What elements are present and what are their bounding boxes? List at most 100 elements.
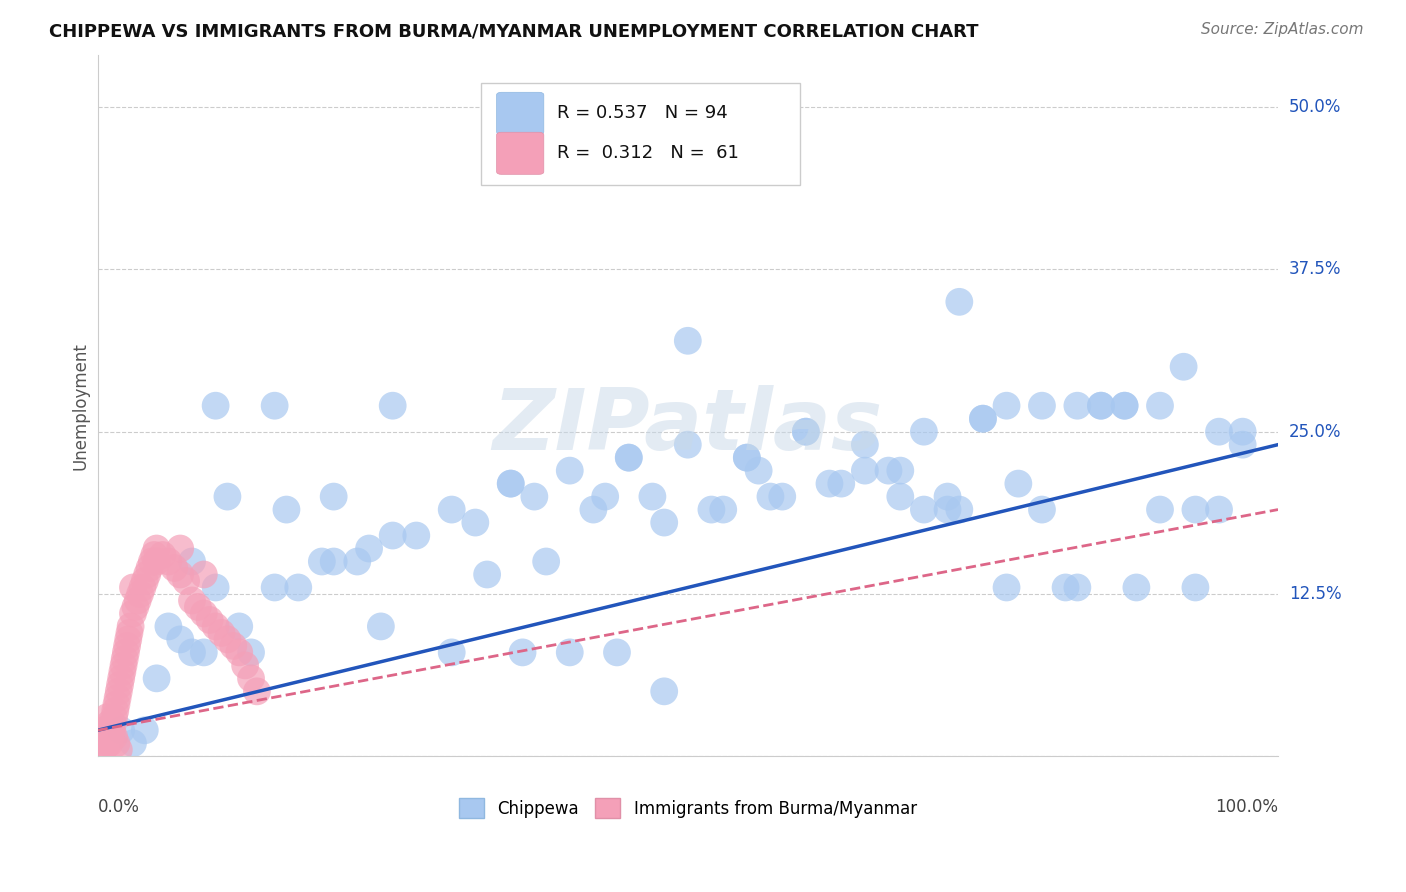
- Text: 25.0%: 25.0%: [1289, 423, 1341, 441]
- Point: [346, 554, 368, 568]
- Point: [105, 698, 128, 712]
- Point: [187, 599, 209, 614]
- Point: [222, 639, 245, 653]
- Point: [96, 710, 118, 724]
- Point: [100, 723, 122, 738]
- Point: [972, 411, 994, 425]
- Text: R = 0.537   N = 94: R = 0.537 N = 94: [557, 104, 727, 122]
- Point: [641, 490, 664, 504]
- Point: [228, 619, 250, 633]
- Point: [143, 548, 166, 562]
- Point: [322, 554, 344, 568]
- Point: [617, 450, 640, 465]
- Point: [676, 334, 699, 348]
- Point: [131, 581, 153, 595]
- Point: [1208, 502, 1230, 516]
- Point: [127, 593, 149, 607]
- Point: [217, 632, 239, 647]
- Point: [263, 399, 285, 413]
- Point: [204, 619, 226, 633]
- Point: [748, 464, 770, 478]
- Point: [794, 425, 817, 439]
- Point: [1114, 399, 1136, 413]
- Point: [103, 730, 125, 744]
- Point: [287, 581, 309, 595]
- Point: [198, 613, 221, 627]
- FancyBboxPatch shape: [496, 92, 544, 135]
- Point: [103, 710, 125, 724]
- Point: [122, 607, 145, 621]
- Point: [115, 645, 138, 659]
- Point: [108, 678, 131, 692]
- Point: [129, 587, 152, 601]
- Point: [912, 425, 935, 439]
- Point: [157, 554, 180, 568]
- Point: [138, 561, 160, 575]
- Point: [174, 574, 197, 588]
- Point: [110, 671, 132, 685]
- Y-axis label: Unemployment: Unemployment: [72, 342, 89, 469]
- Point: [794, 425, 817, 439]
- Point: [134, 574, 156, 588]
- Point: [1054, 581, 1077, 595]
- Point: [405, 528, 427, 542]
- Point: [110, 723, 132, 738]
- Point: [181, 593, 204, 607]
- Point: [617, 450, 640, 465]
- Point: [499, 476, 522, 491]
- Point: [169, 632, 191, 647]
- Legend: Chippewa, Immigrants from Burma/Myanmar: Chippewa, Immigrants from Burma/Myanmar: [453, 791, 924, 825]
- Text: 12.5%: 12.5%: [1289, 585, 1341, 603]
- Point: [1090, 399, 1112, 413]
- Point: [108, 684, 131, 698]
- Point: [1125, 581, 1147, 595]
- FancyBboxPatch shape: [481, 83, 800, 185]
- Point: [381, 399, 404, 413]
- Point: [759, 490, 782, 504]
- Point: [240, 645, 263, 659]
- Point: [276, 502, 298, 516]
- Point: [193, 645, 215, 659]
- Point: [94, 739, 117, 753]
- Point: [735, 450, 758, 465]
- Point: [107, 690, 129, 705]
- Point: [163, 561, 186, 575]
- Point: [1031, 399, 1053, 413]
- Point: [217, 490, 239, 504]
- Point: [169, 567, 191, 582]
- Point: [114, 652, 136, 666]
- Point: [101, 716, 124, 731]
- Point: [558, 645, 581, 659]
- Point: [120, 619, 142, 633]
- Point: [322, 490, 344, 504]
- Point: [1173, 359, 1195, 374]
- Point: [1007, 476, 1029, 491]
- Point: [263, 581, 285, 595]
- Point: [440, 645, 463, 659]
- Point: [181, 645, 204, 659]
- Point: [534, 554, 557, 568]
- Point: [108, 743, 131, 757]
- Point: [359, 541, 381, 556]
- Point: [735, 450, 758, 465]
- Point: [499, 476, 522, 491]
- Point: [211, 626, 233, 640]
- Point: [381, 528, 404, 542]
- Point: [1232, 425, 1254, 439]
- Point: [311, 554, 333, 568]
- Point: [134, 723, 156, 738]
- Text: 0.0%: 0.0%: [97, 798, 139, 816]
- Point: [889, 464, 911, 478]
- Point: [853, 437, 876, 451]
- Point: [1066, 399, 1088, 413]
- Point: [593, 490, 616, 504]
- Point: [948, 294, 970, 309]
- Point: [204, 399, 226, 413]
- Point: [830, 476, 852, 491]
- Point: [370, 619, 392, 633]
- Point: [136, 567, 159, 582]
- Point: [818, 476, 841, 491]
- Point: [1232, 437, 1254, 451]
- Point: [475, 567, 498, 582]
- Point: [98, 716, 121, 731]
